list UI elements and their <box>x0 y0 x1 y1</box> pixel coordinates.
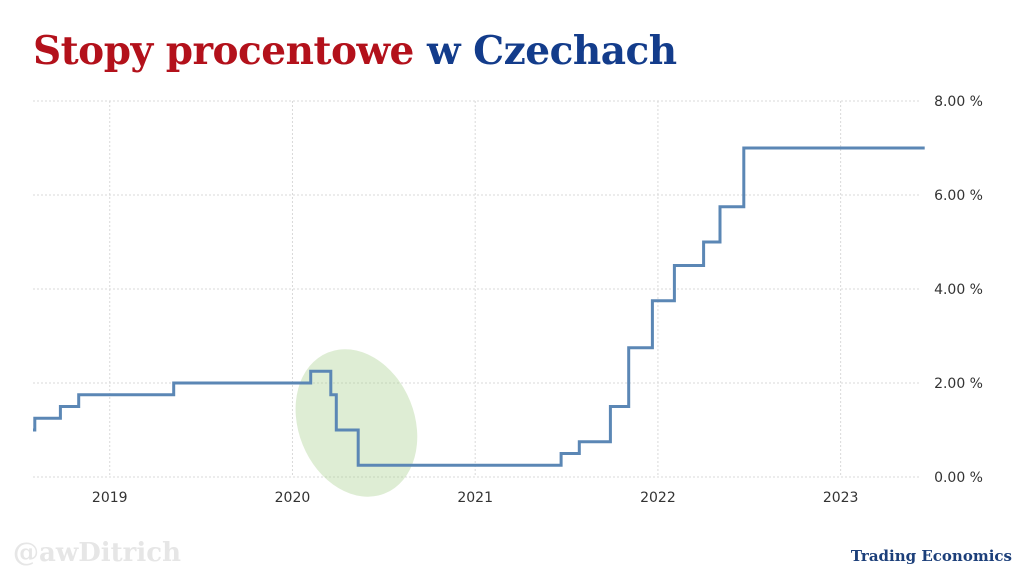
y-tick-label: 2.00 % <box>934 376 983 392</box>
x-tick-label: 2020 <box>275 490 311 506</box>
x-tick-label: 2019 <box>92 490 128 506</box>
highlight-ellipse <box>295 349 418 497</box>
title-part-red: Stopy procentowe <box>33 28 414 74</box>
y-tick-label: 0.00 % <box>934 470 983 486</box>
y-tick-label: 8.00 % <box>934 94 983 110</box>
title-part-blue: w Czechach <box>426 28 677 74</box>
x-tick-label: 2021 <box>457 490 493 506</box>
x-tick-label: 2022 <box>640 490 676 506</box>
source-label: Trading Economics <box>850 547 1012 565</box>
series-line <box>33 146 925 467</box>
x-tick-label: 2023 <box>823 490 859 506</box>
y-tick-label: 4.00 % <box>934 282 983 298</box>
chart-title: Stopy procentowe w Czechach <box>33 28 677 74</box>
y-tick-label: 6.00 % <box>934 188 983 204</box>
watermark: @awDitrich <box>13 538 181 568</box>
